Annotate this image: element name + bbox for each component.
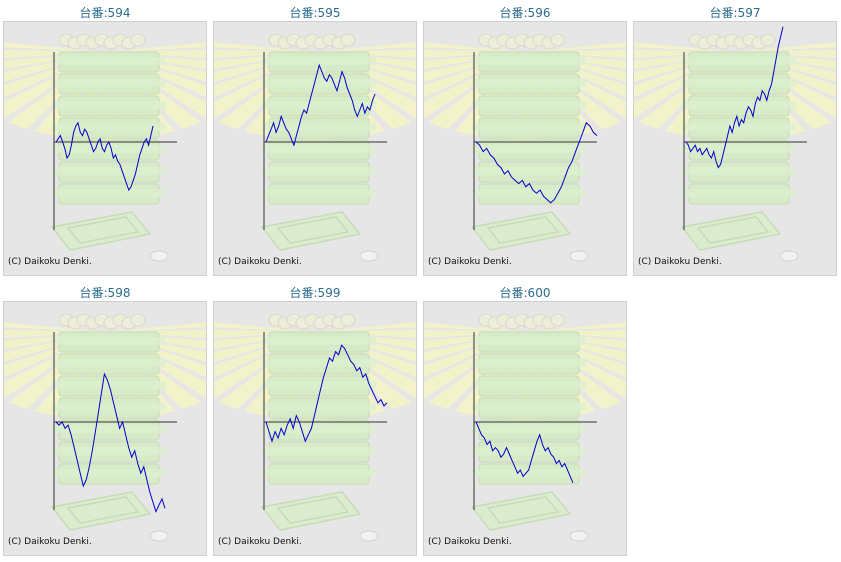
machine-number-label[interactable]: 台番:594: [79, 6, 131, 20]
stacked-pachinko-trays: [472, 331, 586, 485]
background-art: [4, 313, 206, 542]
stacked-pachinko-trays: [682, 51, 796, 205]
coin-heap: [268, 313, 356, 330]
stacked-pachinko-trays: [52, 51, 166, 205]
chart-frame: (C) Daikoku Denki.: [3, 301, 207, 556]
coin-icon: [569, 530, 589, 542]
coin-heap: [58, 313, 146, 330]
coin-tray: [470, 211, 572, 251]
background-art: [424, 33, 626, 262]
chart-panel: 台番:597 (C) Daikoku Denki.: [630, 0, 840, 280]
chart-panel: 台番:596 (C) Daikoku Denki.: [420, 0, 630, 280]
coin-tray: [50, 211, 152, 251]
copyright-text: (C) Daikoku Denki.: [428, 537, 512, 547]
coin-heap: [268, 33, 356, 50]
stacked-pachinko-trays: [52, 331, 166, 485]
series-line: [55, 372, 166, 513]
background-art: [214, 313, 416, 542]
copyright-text: (C) Daikoku Denki.: [638, 257, 722, 267]
chart-panel: 台番:595 (C) Daikoku Denki.: [210, 0, 420, 280]
background-art: [214, 33, 416, 262]
line-chart: [424, 313, 626, 542]
copyright-text: (C) Daikoku Denki.: [8, 537, 92, 547]
chart-frame: (C) Daikoku Denki.: [423, 301, 627, 556]
background-art: [4, 33, 206, 262]
coin-icon: [779, 250, 799, 262]
machine-number-label[interactable]: 台番:597: [709, 6, 761, 20]
coin-heap: [688, 33, 776, 50]
coin-heap: [478, 313, 566, 330]
copyright-text: (C) Daikoku Denki.: [218, 257, 302, 267]
stacked-pachinko-trays: [262, 51, 376, 205]
copyright-text: (C) Daikoku Denki.: [218, 537, 302, 547]
series-line: [685, 26, 784, 169]
series-line: [265, 63, 376, 147]
coin-icon: [149, 250, 169, 262]
chart-panel: 台番:598 (C) Daikoku Denki.: [0, 280, 210, 560]
series-line: [475, 121, 598, 204]
machine-number-label[interactable]: 台番:599: [289, 286, 341, 300]
machine-number-label[interactable]: 台番:596: [499, 6, 551, 20]
background-art: [424, 313, 626, 542]
line-chart: [214, 33, 416, 262]
copyright-text: (C) Daikoku Denki.: [8, 257, 92, 267]
coin-icon: [569, 250, 589, 262]
line-chart: [424, 33, 626, 262]
line-chart: [4, 313, 206, 542]
coin-icon: [149, 530, 169, 542]
coin-tray: [260, 211, 362, 251]
chart-frame: (C) Daikoku Denki.: [633, 21, 837, 276]
series-line: [55, 121, 154, 192]
machine-number-label[interactable]: 台番:600: [499, 286, 551, 300]
line-chart: [634, 26, 836, 262]
coin-heap: [58, 33, 146, 50]
chart-frame: (C) Daikoku Denki.: [3, 21, 207, 276]
stacked-pachinko-trays: [262, 331, 376, 485]
chart-frame: (C) Daikoku Denki.: [213, 21, 417, 276]
chart-frame: (C) Daikoku Denki.: [213, 301, 417, 556]
machine-number-label[interactable]: 台番:598: [79, 286, 131, 300]
coin-icon: [359, 530, 379, 542]
chart-panel: 台番:594 (C) Daikoku Denki.: [0, 0, 210, 280]
copyright-text: (C) Daikoku Denki.: [428, 257, 512, 267]
line-chart: [214, 313, 416, 542]
line-chart: [4, 33, 206, 262]
coin-tray: [50, 491, 152, 531]
chart-frame: (C) Daikoku Denki.: [423, 21, 627, 276]
chart-panel: 台番:599 (C) Daikoku Denki.: [210, 280, 420, 560]
background-art: [634, 33, 836, 262]
coin-icon: [359, 250, 379, 262]
stacked-pachinko-trays: [472, 51, 586, 205]
coin-heap: [478, 33, 566, 50]
series-line: [475, 421, 574, 484]
series-line: [265, 344, 388, 443]
coin-tray: [260, 491, 362, 531]
coin-tray: [680, 211, 782, 251]
chart-panel: 台番:600 (C) Daikoku Denki.: [420, 280, 630, 560]
coin-tray: [470, 491, 572, 531]
machine-number-label[interactable]: 台番:595: [289, 6, 341, 20]
